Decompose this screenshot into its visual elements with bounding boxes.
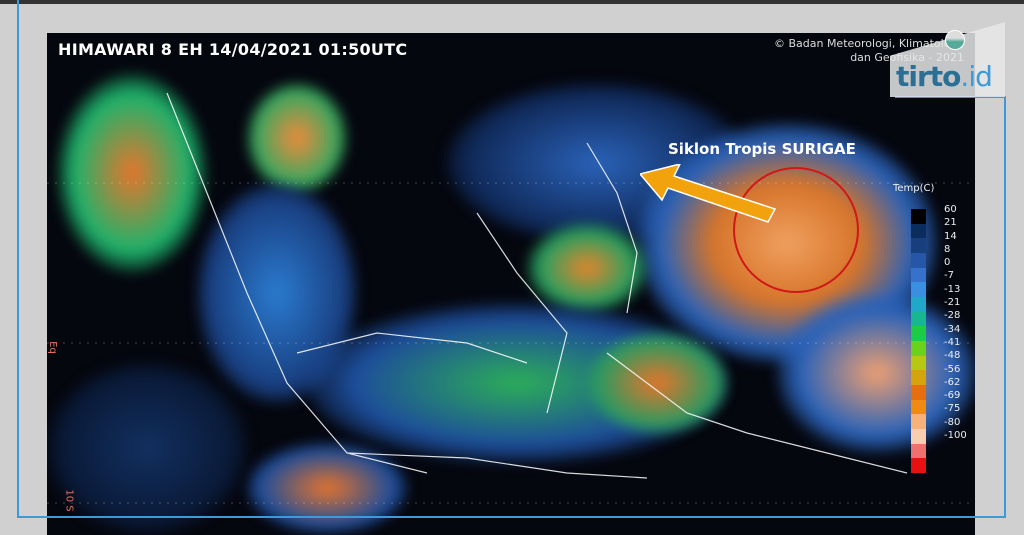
colorbar-swatch — [911, 223, 926, 239]
cloud-cluster — [587, 333, 727, 433]
colorbar-swatch — [911, 458, 926, 473]
colorbar-swatch — [911, 311, 926, 327]
colorbar-title: Temp(C) — [893, 183, 935, 194]
satellite-image — [47, 33, 975, 535]
colorbar-label: -41 — [944, 336, 961, 348]
image-title: HIMAWARI 8 EH 14/04/2021 01:50UTC — [58, 40, 408, 59]
colorbar-label: 21 — [944, 217, 957, 229]
logo-suffix: .id — [960, 60, 992, 93]
frame-line-left — [17, 0, 19, 518]
top-border — [0, 0, 1024, 4]
colorbar-label: -75 — [944, 403, 961, 415]
colorbar-swatch — [911, 340, 926, 356]
colorbar-label: -13 — [944, 283, 961, 295]
credit-line-1: © Badan Meteorologi, Klimatologi, — [773, 37, 964, 50]
colorbar-label: -21 — [944, 297, 961, 309]
cyclone-circle — [733, 167, 859, 293]
colorbar-swatch — [911, 238, 926, 253]
colorbar-swatch — [911, 414, 926, 429]
colorbar-label: 8 — [944, 243, 951, 255]
cyclone-label: Siklon Tropis SURIGAE — [668, 140, 856, 158]
colorbar-label: -34 — [944, 323, 961, 335]
colorbar-label: 14 — [944, 230, 957, 242]
cloud-cluster — [47, 363, 247, 533]
latitude-10s-label: 10 S — [63, 489, 75, 512]
colorbar-label: -7 — [944, 270, 954, 282]
colorbar-swatch — [911, 370, 926, 385]
colorbar-label: -56 — [944, 363, 961, 375]
colorbar-swatch — [911, 326, 926, 341]
frame-line-right — [1004, 96, 1006, 518]
colorbar-labels: 60 21 14 8 0 -7 -13 -21 -28 -34 -41 -48 -56 -62 -69 -75… — [944, 203, 967, 442]
colorbar-label: 60 — [944, 204, 957, 215]
cloud-cluster — [247, 83, 347, 193]
colorbar-swatch — [911, 267, 926, 283]
colorbar-label: -80 — [944, 416, 961, 428]
colorbar-swatch — [911, 209, 926, 224]
colorbar — [911, 209, 926, 473]
colorbar-swatch — [911, 443, 926, 459]
bmkg-logo-icon — [945, 30, 965, 50]
colorbar-swatch — [911, 355, 926, 371]
cloud-cluster — [247, 443, 407, 533]
colorbar-swatch — [911, 296, 926, 312]
colorbar-swatch — [911, 384, 926, 400]
frame-line-top — [895, 96, 1006, 98]
colorbar-label: -69 — [944, 390, 961, 402]
coastlines — [47, 92, 975, 504]
colorbar-label: -100 — [944, 430, 967, 442]
cloud-cluster — [777, 293, 975, 453]
colorbar-swatch — [911, 399, 926, 415]
colorbar-label: -62 — [944, 376, 961, 388]
colorbar-label: -28 — [944, 310, 961, 322]
frame-line-bottom — [17, 516, 1006, 518]
colorbar-label: 0 — [944, 257, 951, 269]
cloud-cluster — [527, 223, 647, 313]
cloud-cluster — [57, 73, 207, 273]
colorbar-swatch — [911, 428, 926, 444]
arrow-icon — [640, 164, 777, 223]
tirto-logo: tirto.id — [896, 60, 993, 93]
colorbar-label: -48 — [944, 350, 961, 362]
equator-label: Eq — [46, 341, 58, 354]
logo-brand: tirto — [896, 60, 961, 93]
colorbar-swatch — [911, 252, 926, 268]
colorbar-swatch — [911, 282, 926, 297]
